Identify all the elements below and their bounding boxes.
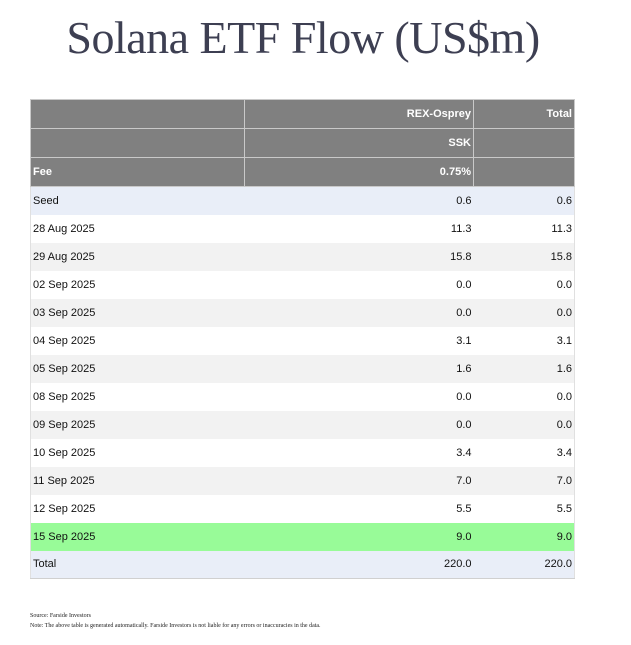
total-label: Total — [30, 550, 245, 579]
row-total: 11.3 — [473, 214, 575, 243]
table-row: 28 Aug 2025 11.3 11.3 — [30, 214, 575, 243]
row-total: 5.5 — [473, 494, 575, 523]
table-row: 09 Sep 2025 0.0 0.0 — [30, 410, 575, 439]
table-body: Seed 0.6 0.6 28 Aug 2025 11.3 11.3 29 Au… — [30, 186, 575, 579]
row-value: 0.0 — [244, 410, 474, 439]
page-title: Solana ETF Flow (US$m) — [66, 12, 540, 63]
header-row-fund: REX-Osprey Total — [30, 99, 575, 129]
source-note: Source: Farside Investors — [30, 613, 91, 619]
row-total: 0.0 — [473, 410, 575, 439]
row-value: 7.0 — [244, 466, 474, 495]
header-cell-total: Total — [473, 99, 575, 129]
row-total: 9.0 — [473, 522, 575, 551]
row-total: 0.0 — [473, 270, 575, 299]
table-row-highlighted: 15 Sep 2025 9.0 9.0 — [30, 522, 575, 551]
row-total: 3.1 — [473, 326, 575, 355]
row-label: 05 Sep 2025 — [30, 354, 245, 383]
row-label: 28 Aug 2025 — [30, 214, 245, 243]
row-total: 0.6 — [473, 186, 575, 215]
row-total: 1.6 — [473, 354, 575, 383]
row-label: 09 Sep 2025 — [30, 410, 245, 439]
row-value: 0.0 — [244, 298, 474, 327]
row-value: 9.0 — [244, 522, 474, 551]
table-row: 03 Sep 2025 0.0 0.0 — [30, 298, 575, 327]
header-cell-blank — [30, 99, 245, 129]
row-value: 3.1 — [244, 326, 474, 355]
row-value: 0.0 — [244, 382, 474, 411]
row-label: 15 Sep 2025 — [30, 522, 245, 551]
row-value: 5.5 — [244, 494, 474, 523]
row-total: 3.4 — [473, 438, 575, 467]
header-cell-fund-name: REX-Osprey — [244, 99, 474, 129]
total-row: Total 220.0 220.0 — [30, 550, 575, 579]
row-label: 29 Aug 2025 — [30, 242, 245, 271]
row-label: Seed — [30, 186, 245, 215]
table-row: 08 Sep 2025 0.0 0.0 — [30, 382, 575, 411]
table-row: 29 Aug 2025 15.8 15.8 — [30, 242, 575, 271]
table-row: 02 Sep 2025 0.0 0.0 — [30, 270, 575, 299]
header-cell-blank — [473, 157, 575, 187]
header-cell-blank — [473, 128, 575, 158]
table-row: 05 Sep 2025 1.6 1.6 — [30, 354, 575, 383]
header-cell-ticker: SSK — [244, 128, 474, 158]
row-total: 15.8 — [473, 242, 575, 271]
total-value: 220.0 — [244, 550, 474, 579]
row-value: 15.8 — [244, 242, 474, 271]
row-total: 0.0 — [473, 382, 575, 411]
table-row: 10 Sep 2025 3.4 3.4 — [30, 438, 575, 467]
table-row: 12 Sep 2025 5.5 5.5 — [30, 494, 575, 523]
row-value: 3.4 — [244, 438, 474, 467]
row-value: 1.6 — [244, 354, 474, 383]
table-row: 04 Sep 2025 3.1 3.1 — [30, 326, 575, 355]
disclaimer-note: Note: The above table is generated autom… — [30, 623, 321, 629]
row-total: 0.0 — [473, 298, 575, 327]
header-cell-fee-value: 0.75% — [244, 157, 474, 187]
row-label: 04 Sep 2025 — [30, 326, 245, 355]
row-total: 7.0 — [473, 466, 575, 495]
header-cell-fee-label: Fee — [30, 157, 245, 187]
row-value: 0.0 — [244, 270, 474, 299]
row-label: 10 Sep 2025 — [30, 438, 245, 467]
header-row-fee: Fee 0.75% — [30, 157, 575, 187]
etf-flow-table: REX-Osprey Total SSK Fee 0.75% Seed 0.6 … — [30, 99, 575, 579]
row-value: 11.3 — [244, 214, 474, 243]
row-label: 03 Sep 2025 — [30, 298, 245, 327]
row-label: 12 Sep 2025 — [30, 494, 245, 523]
header-row-ticker: SSK — [30, 128, 575, 158]
table-header: REX-Osprey Total SSK Fee 0.75% — [30, 99, 575, 187]
table-row: 11 Sep 2025 7.0 7.0 — [30, 466, 575, 495]
table-row: Seed 0.6 0.6 — [30, 186, 575, 215]
footnotes: Source: Farside Investors Note: The abov… — [30, 611, 321, 631]
row-label: 11 Sep 2025 — [30, 466, 245, 495]
row-value: 0.6 — [244, 186, 474, 215]
row-label: 08 Sep 2025 — [30, 382, 245, 411]
total-total: 220.0 — [473, 550, 575, 579]
header-cell-blank — [30, 128, 245, 158]
row-label: 02 Sep 2025 — [30, 270, 245, 299]
